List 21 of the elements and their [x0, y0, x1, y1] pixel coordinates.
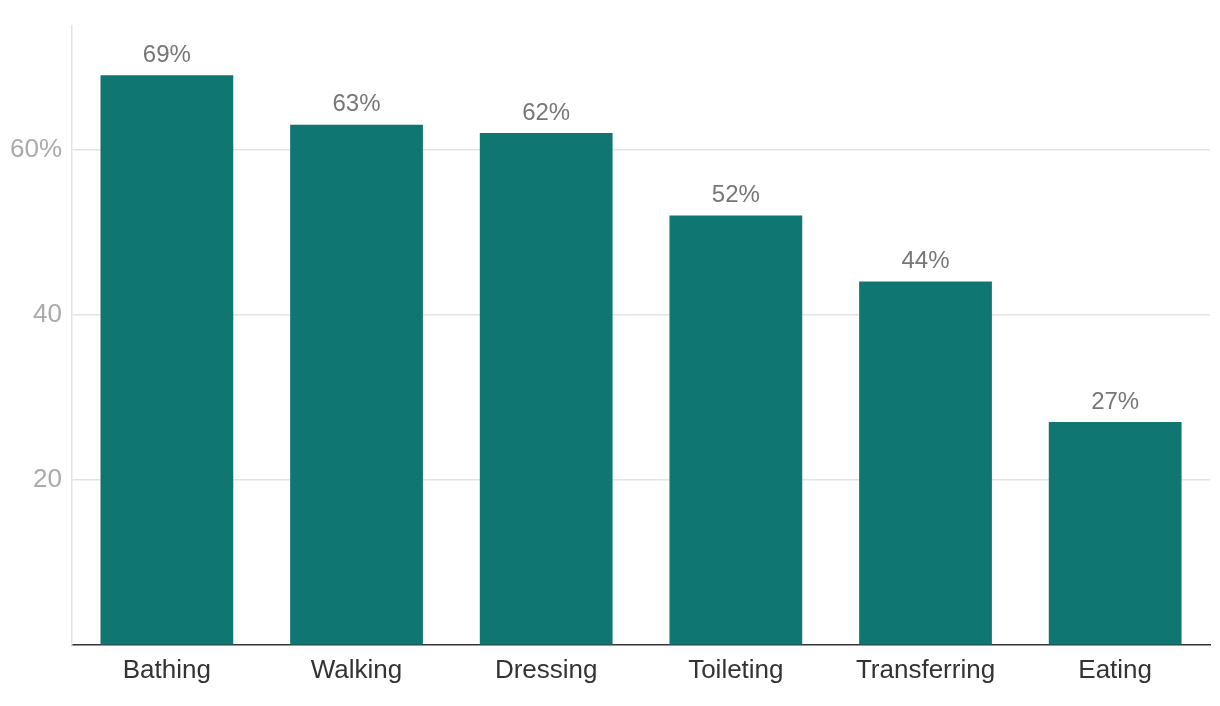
- data-label: 52%: [711, 180, 760, 208]
- y-tick-label: 20: [33, 462, 63, 493]
- bar: [859, 281, 992, 645]
- data-label: 69%: [142, 39, 191, 67]
- bar: [669, 215, 803, 645]
- x-tick-label: Dressing: [494, 653, 598, 684]
- x-tick-label: Eating: [1078, 653, 1153, 684]
- bar: [290, 124, 423, 645]
- bar: [479, 132, 613, 645]
- x-tick-label: Bathing: [122, 653, 211, 684]
- data-label: 62%: [522, 97, 571, 125]
- x-tick-label: Toileting: [688, 653, 784, 684]
- y-tick-label: 60%: [9, 132, 63, 163]
- bar: [1048, 421, 1182, 645]
- x-tick-label: Transferring: [855, 653, 996, 684]
- y-tick-label: 40: [33, 297, 63, 328]
- data-label: 44%: [901, 246, 950, 274]
- x-tick-label: Walking: [310, 653, 403, 684]
- data-label: 27%: [1091, 386, 1140, 414]
- data-label: 63%: [332, 89, 381, 117]
- bar: [100, 75, 234, 645]
